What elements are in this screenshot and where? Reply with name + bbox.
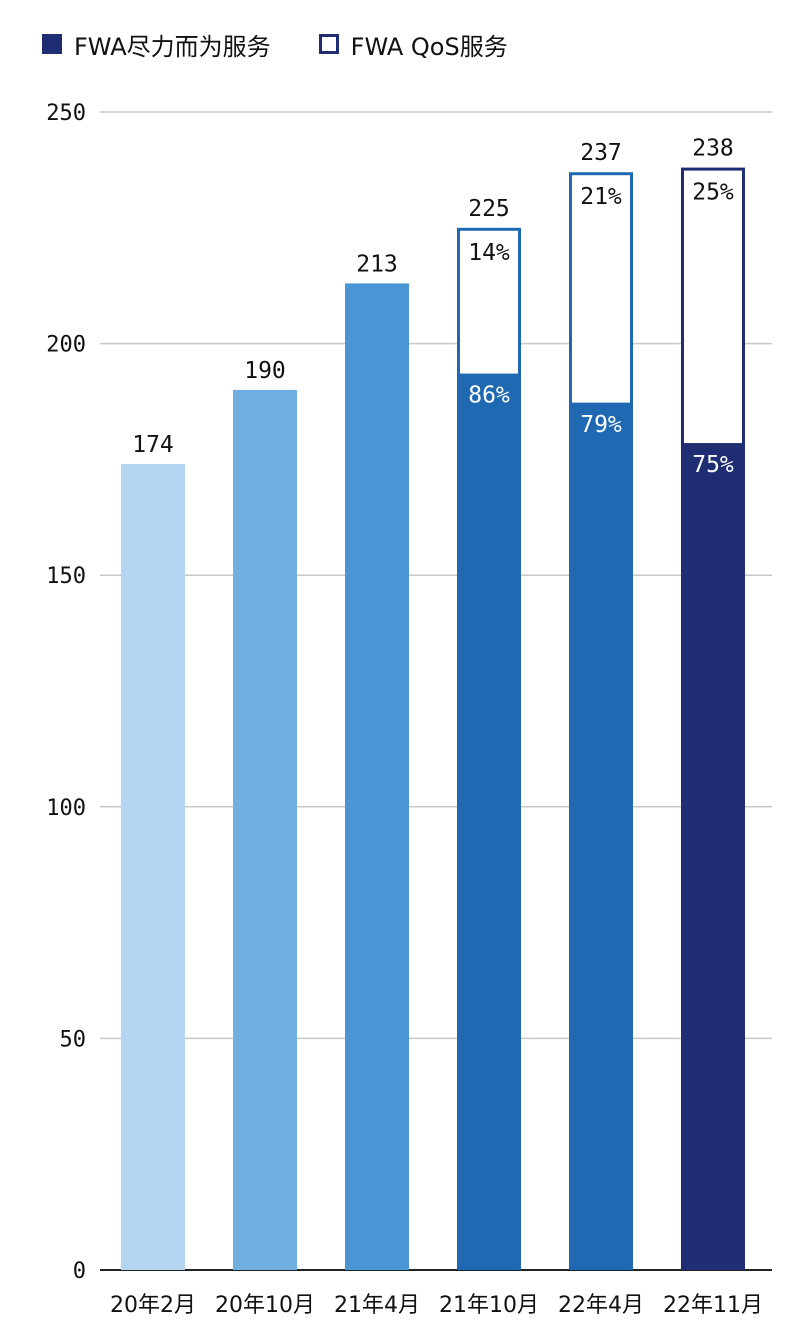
legend-label-best-effort: FWA尽力而为服务 [74,32,271,61]
bar-segment-qos [457,227,521,377]
x-tick-label: 22年4月 [558,1293,644,1318]
data-label-total: 174 [132,432,174,458]
y-tick-label: 50 [60,1027,87,1052]
bar-segment-best-effort [681,443,745,1270]
legend-swatch-outline [318,34,339,54]
data-label-qos-share: 21% [580,184,622,210]
data-label-total: 190 [244,358,286,384]
y-tick-label: 200 [46,333,86,358]
x-tick-label: 21年4月 [334,1293,420,1318]
x-tick-label: 20年10月 [215,1293,315,1318]
bar-segment-qos [569,172,633,406]
data-label-total: 237 [580,140,622,166]
bar-segment-best-effort [121,464,185,1271]
bar-segment-best-effort [457,373,521,1270]
x-tick-label: 20年2月 [110,1293,196,1318]
data-label-total: 238 [692,136,734,162]
legend: FWA尽力而为服务 FWA QoS服务 [42,27,556,62]
bar-segment-qos [681,167,745,447]
data-label-total: 213 [356,251,398,277]
bar-segment-best-effort [233,389,297,1270]
data-label-best-effort-share: 79% [580,412,622,438]
bar-segment-best-effort [569,402,633,1271]
legend-label-qos: FWA QoS服务 [350,32,508,61]
y-tick-label: 0 [73,1259,86,1284]
legend-item-qos: FWA QoS服务 [318,27,508,62]
data-label-best-effort-share: 86% [468,383,510,409]
y-tick-label: 150 [46,564,86,589]
y-tick-label: 100 [46,796,86,821]
data-label-best-effort-share: 75% [692,452,734,478]
x-tick-label: 21年10月 [439,1293,539,1318]
x-tick-label: 22年11月 [663,1293,763,1318]
data-label-qos-share: 25% [692,180,734,206]
data-label-total: 225 [468,196,510,222]
data-label-qos-share: 14% [468,240,510,266]
legend-item-best-effort: FWA尽力而为服务 [42,27,271,62]
y-tick-label: 250 [46,101,86,126]
bar-segment-best-effort [345,283,409,1270]
legend-swatch-solid [42,34,62,54]
